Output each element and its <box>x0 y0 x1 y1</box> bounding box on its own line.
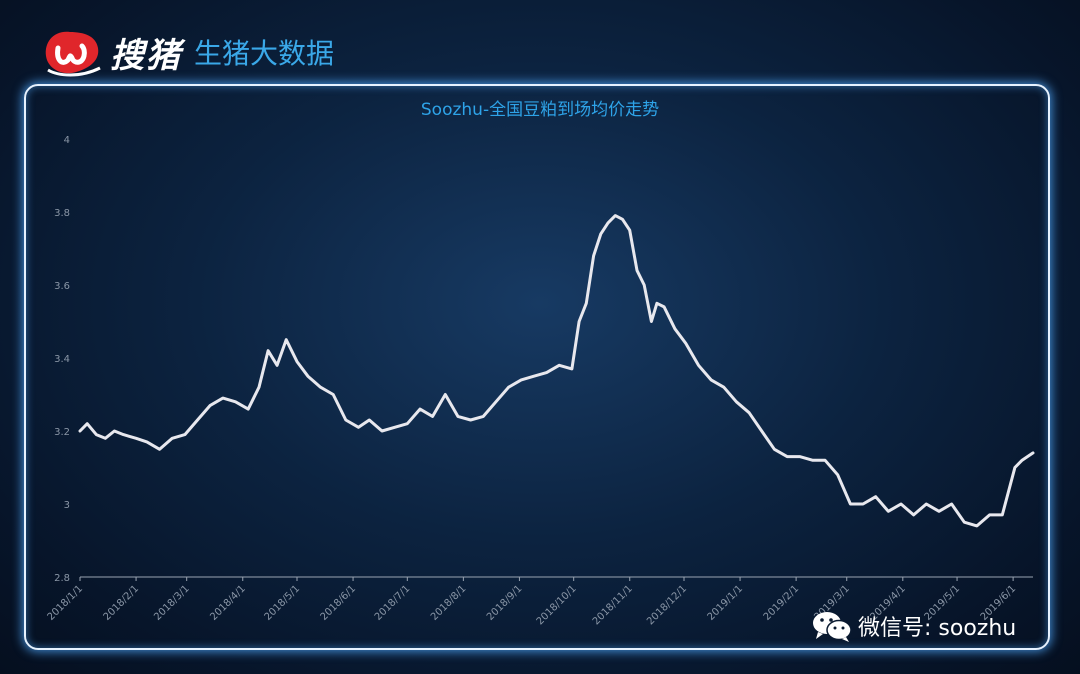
chart-title: Soozhu-全国豆粕到场均价走势 <box>420 100 660 120</box>
wechat-id: 微信号: soozhu <box>812 609 1016 643</box>
wechat-text: 微信号: soozhu <box>858 616 1017 641</box>
soozhu-logo-icon <box>45 31 101 77</box>
x-tick-label: 2019/1/1 <box>706 583 746 623</box>
y-tick-label: 3 <box>64 500 70 511</box>
x-tick-label: 2018/12/1 <box>645 583 689 627</box>
y-tick-label: 3.2 <box>54 427 70 438</box>
chart-frame <box>24 84 1050 650</box>
x-tick-label: 2018/4/1 <box>208 583 248 623</box>
x-tick-label: 2019/2/1 <box>762 583 802 623</box>
y-axis-ticks: 2.8 3 3.2 3.4 3.6 3.8 4 <box>54 135 70 584</box>
y-tick-label: 3.8 <box>54 208 70 219</box>
price-line <box>78 214 1035 528</box>
y-tick-label: 3.4 <box>54 354 70 365</box>
x-tick-label: 2018/8/1 <box>429 583 469 623</box>
x-tick-label: 2018/11/1 <box>591 583 635 627</box>
y-tick-label: 2.8 <box>54 573 70 584</box>
x-tick-label: 2018/10/1 <box>535 583 579 627</box>
x-tick-label: 2018/9/1 <box>485 583 525 623</box>
brand-header: 搜猪 生猪大数据 <box>40 26 334 78</box>
wechat-icon <box>813 612 852 642</box>
brand-name: 搜猪 <box>110 35 182 76</box>
x-tick-label: 2018/1/1 <box>46 583 86 623</box>
x-tick-label: 2018/5/1 <box>263 583 303 623</box>
brand-subtitle: 生猪大数据 <box>194 37 335 70</box>
x-tick-label: 2018/6/1 <box>319 583 359 623</box>
y-tick-label: 3.6 <box>54 281 70 292</box>
x-tick-label: 2018/3/1 <box>152 583 192 623</box>
x-tick-label: 2018/7/1 <box>373 583 413 623</box>
y-tick-label: 4 <box>64 135 70 146</box>
x-tick-label: 2018/2/1 <box>102 583 142 623</box>
